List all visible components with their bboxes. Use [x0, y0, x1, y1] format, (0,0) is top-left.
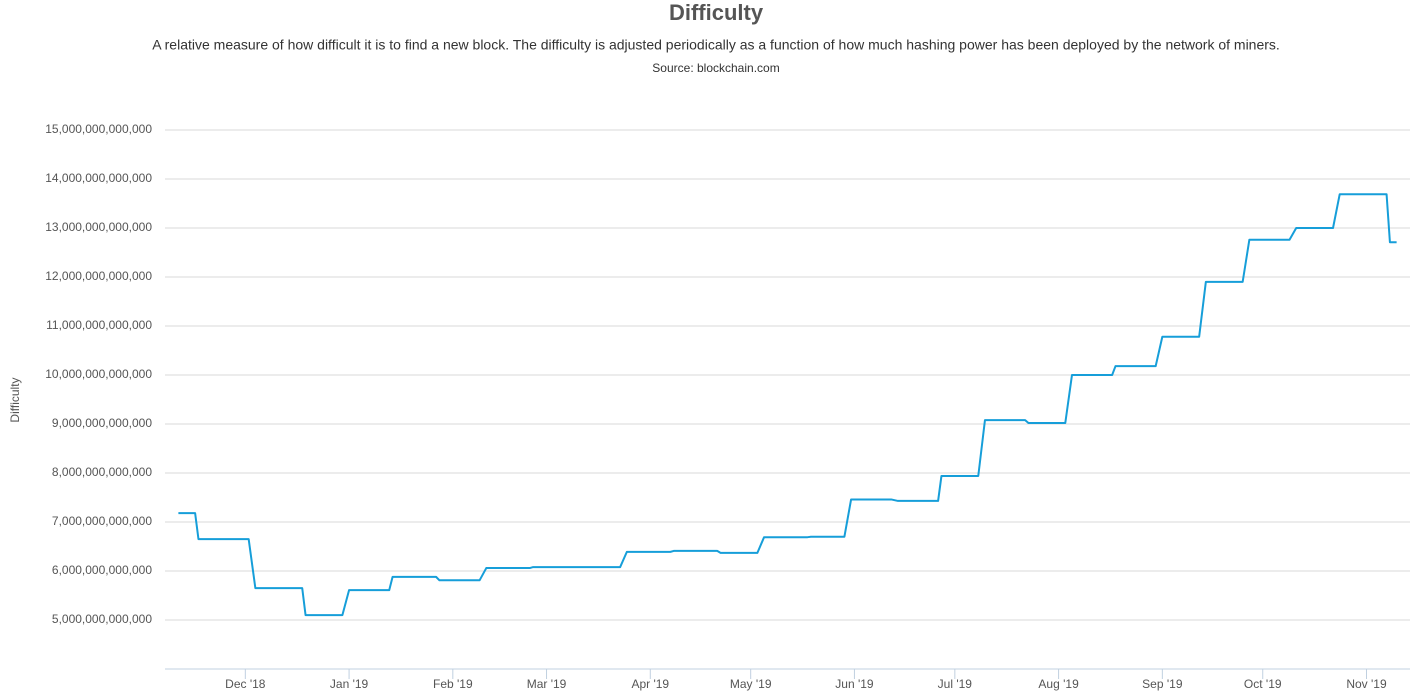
y-tick-label: 11,000,000,000,000 — [46, 318, 152, 332]
x-tick-label: Sep '19 — [1142, 677, 1183, 691]
chart-subtitle: A relative measure of how difficult it i… — [152, 37, 1280, 53]
y-tick-label: 7,000,000,000,000 — [52, 514, 152, 528]
y-tick-label: 9,000,000,000,000 — [52, 416, 152, 430]
x-tick-label: Jul '19 — [938, 677, 973, 691]
y-tick-label: 8,000,000,000,000 — [52, 465, 152, 479]
x-tick-label: Mar '19 — [527, 677, 567, 691]
x-tick-label: Nov '19 — [1346, 677, 1387, 691]
x-tick-label: Jun '19 — [835, 677, 874, 691]
y-tick-label: 15,000,000,000,000 — [45, 122, 152, 136]
x-tick-label: Dec '18 — [225, 677, 266, 691]
x-tick-label: Aug '19 — [1038, 677, 1079, 691]
chart-source: Source: blockchain.com — [652, 61, 779, 75]
y-tick-label: 6,000,000,000,000 — [52, 563, 152, 577]
y-tick-label: 12,000,000,000,000 — [45, 269, 152, 283]
x-tick-label: Apr '19 — [631, 677, 669, 691]
x-tick-label: Feb '19 — [433, 677, 473, 691]
y-tick-label: 10,000,000,000,000 — [45, 367, 152, 381]
y-tick-label: 5,000,000,000,000 — [52, 612, 152, 626]
chart-title: Difficulty — [669, 0, 764, 25]
y-axis-label: Difficulty — [8, 377, 22, 422]
x-tick-label: May '19 — [730, 677, 772, 691]
y-tick-label: 13,000,000,000,000 — [45, 220, 152, 234]
y-tick-label: 14,000,000,000,000 — [45, 171, 152, 185]
x-tick-label: Oct '19 — [1244, 677, 1282, 691]
x-tick-label: Jan '19 — [330, 677, 369, 691]
data-line — [178, 193, 1397, 617]
